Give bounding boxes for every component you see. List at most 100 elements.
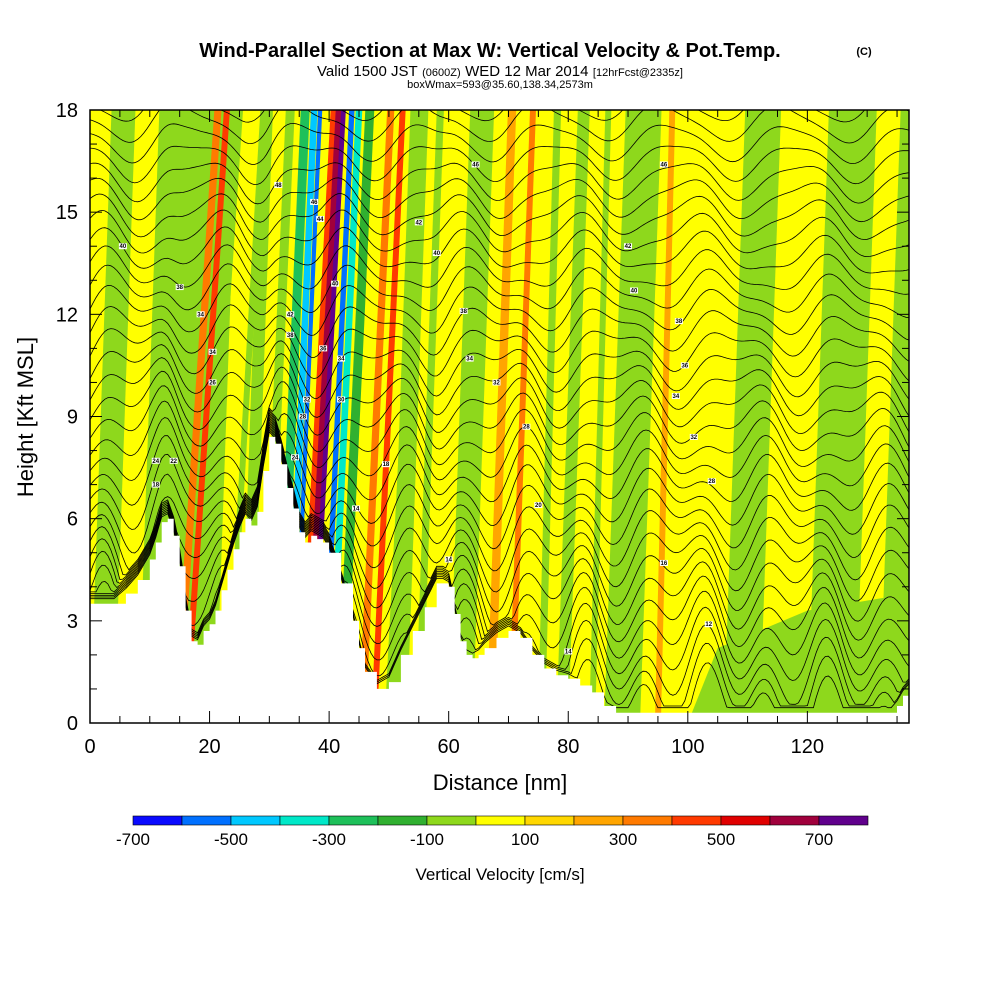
contour-label-text: 32 xyxy=(690,435,697,441)
theta-contour xyxy=(90,193,909,240)
contour-label: 34 xyxy=(671,393,680,400)
subtitle-small-1: (0600Z) xyxy=(422,67,461,79)
colorbar-swatch xyxy=(279,815,330,826)
colorbar-label: 700 xyxy=(805,830,833,849)
contour-label-text: 44 xyxy=(317,217,324,223)
contour-label: 34 xyxy=(208,348,217,356)
theta-contour xyxy=(90,408,909,487)
contour-label-box xyxy=(151,481,160,488)
velocity-band xyxy=(415,110,444,723)
contour-label: 32 xyxy=(303,396,312,403)
theta-contour xyxy=(90,263,909,318)
theta-contour xyxy=(90,381,909,453)
contour-label: 42 xyxy=(286,311,295,318)
theta-contour xyxy=(90,410,909,511)
theta-contour xyxy=(90,122,909,165)
contour-label-text: 22 xyxy=(170,459,177,465)
contour-label-text: 14 xyxy=(445,558,452,564)
contour-label-box xyxy=(414,219,423,226)
contour-label-text: 34 xyxy=(673,394,680,400)
contour-label: 28 xyxy=(522,423,531,431)
contour-label: 26 xyxy=(208,379,217,386)
chart-subtitle-2: boxWmax=593@35.60,138.34,2573m xyxy=(407,79,593,91)
contour-label: 36 xyxy=(680,362,689,369)
contour-label-box xyxy=(671,393,680,400)
contour-label-box xyxy=(337,355,346,362)
contour-label-text: 14 xyxy=(565,649,572,655)
theta-contour xyxy=(90,396,909,468)
contour-label-box xyxy=(432,250,441,257)
contour-label-text: 40 xyxy=(433,251,440,257)
contour-label-text: 24 xyxy=(152,459,159,465)
velocity-band xyxy=(370,110,406,723)
velocity-band xyxy=(358,110,395,723)
contour-label-box xyxy=(303,396,312,403)
contour-label: 40 xyxy=(331,280,340,288)
theta-contours xyxy=(90,93,909,709)
contour-label-box xyxy=(630,287,639,294)
contour-label-box xyxy=(704,621,713,628)
contour-label: 14 xyxy=(564,648,573,655)
theta-contour xyxy=(90,340,909,400)
contour-label-box xyxy=(208,379,217,386)
colorbar-swatch xyxy=(132,815,183,826)
contour-label-box xyxy=(522,423,531,430)
contour-label-text: 28 xyxy=(299,415,306,421)
background-band xyxy=(687,593,909,723)
colorbar-label: -100 xyxy=(410,830,444,849)
contour-label-text: 18 xyxy=(152,483,159,489)
contour-label-box xyxy=(208,348,217,355)
contour-label-text: 30 xyxy=(338,397,345,403)
colorbar-swatch xyxy=(524,815,575,826)
theta-contour xyxy=(90,110,909,145)
contour-label-text: 32 xyxy=(304,397,311,403)
colorbar-label: 300 xyxy=(609,830,637,849)
contour-label-text: 36 xyxy=(681,363,688,369)
colorbar-swatch xyxy=(426,815,477,826)
x-tick-label: 20 xyxy=(198,736,220,758)
theta-contour xyxy=(90,420,909,641)
colorbar-swatch xyxy=(328,815,379,826)
contour-label: 40 xyxy=(118,243,127,250)
contour-label: 14 xyxy=(444,556,453,564)
contour-label: 34 xyxy=(196,311,205,318)
chart-subtitle: Valid 1500 JST (0600Z) WED 12 Mar 2014 [… xyxy=(317,63,683,80)
background-band xyxy=(723,110,782,723)
contour-label-box xyxy=(337,396,346,403)
colorbar-labels: -700 -500 -300 -100 100 300 500 700 xyxy=(116,830,833,849)
theta-contour xyxy=(90,283,909,341)
contour-label-box xyxy=(659,559,668,566)
contour-label-box xyxy=(659,161,668,168)
contour-label-box xyxy=(352,505,361,512)
contour-label-text: 38 xyxy=(675,319,682,325)
theta-contour xyxy=(90,226,909,274)
contour-label-text: 46 xyxy=(661,162,668,168)
velocity-band xyxy=(486,110,517,723)
contour-label: 42 xyxy=(414,219,423,226)
colorbar-label: -700 xyxy=(116,830,150,849)
contour-label-text: 42 xyxy=(287,312,294,318)
contour-label-box xyxy=(534,502,543,509)
contour-label: 46 xyxy=(659,161,668,168)
colorbar-swatch xyxy=(230,815,281,826)
contour-label: 30 xyxy=(337,396,346,403)
theta-contour xyxy=(90,304,909,362)
contour-label: 46 xyxy=(471,161,480,168)
contour-label: 28 xyxy=(298,413,307,421)
velocity-band xyxy=(182,110,230,723)
x-axis-title: Distance [nm] xyxy=(433,770,568,795)
contour-label: 24 xyxy=(291,454,300,461)
contour-label: 18 xyxy=(151,481,160,489)
contour-label-text: 28 xyxy=(708,479,715,485)
contour-label-text: 26 xyxy=(209,380,216,386)
theta-contour xyxy=(90,425,909,692)
theta-contour xyxy=(90,93,909,101)
contour-label-box xyxy=(316,215,325,222)
colorbar xyxy=(132,815,869,826)
contour-label-text: 42 xyxy=(625,244,632,250)
contour-label-text: 14 xyxy=(353,506,360,512)
contour-label: 46 xyxy=(310,198,319,206)
contour-label-text: 38 xyxy=(287,333,294,339)
